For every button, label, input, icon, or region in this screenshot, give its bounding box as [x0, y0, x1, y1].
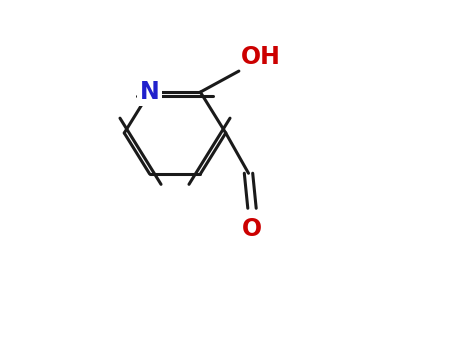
- Text: O: O: [242, 217, 262, 241]
- Text: N: N: [140, 80, 160, 104]
- Text: OH: OH: [241, 46, 280, 69]
